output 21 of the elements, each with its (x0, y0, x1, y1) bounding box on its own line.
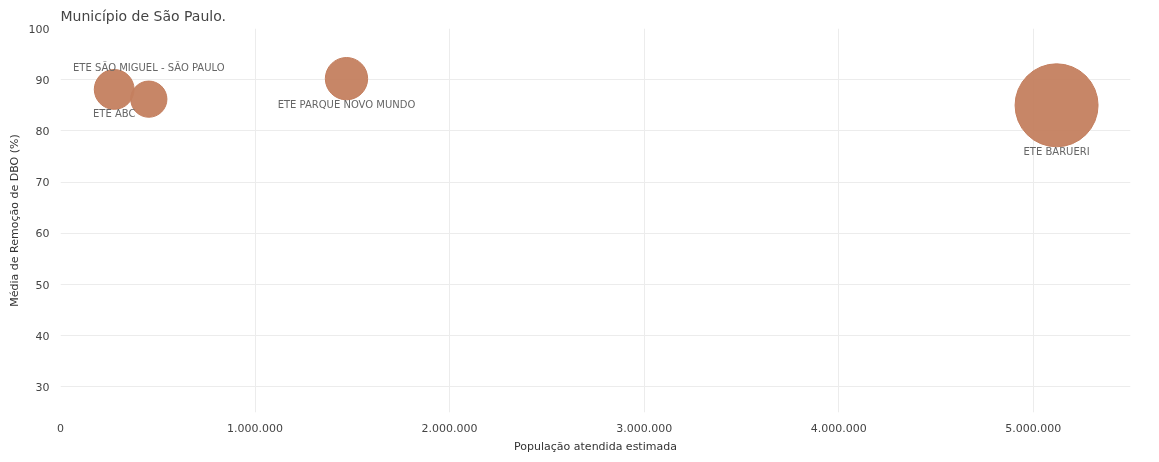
y-tick-label: 80 (35, 124, 50, 138)
series-label: ETE PARQUE NOVO MUNDO (277, 98, 416, 110)
y-tick-label: 50 (35, 278, 50, 292)
y-tick-label: 90 (35, 73, 50, 87)
x-tick-label: 5.000.000 (1005, 421, 1062, 435)
x-tick-label: 3.000.000 (616, 421, 673, 435)
series-label: ETE BARUERI (1023, 145, 1090, 157)
x-tick-label: 2.000.000 (421, 421, 478, 435)
series-label: ETE SÃO MIGUEL - SÃO PAULO (73, 61, 225, 74)
x-tick-label: 4.000.000 (810, 421, 867, 435)
chart-title: Município de São Paulo. (60, 7, 226, 24)
series-label: ETE ABC (92, 108, 136, 120)
y-tick-label: 30 (35, 380, 50, 394)
x-axis-title: População atendida estimada (514, 439, 677, 453)
x-tick-label: 1.000.000 (227, 421, 284, 435)
y-tick-label: 100 (28, 22, 50, 36)
y-tick-label: 60 (35, 227, 50, 241)
y-tick-label: 40 (35, 329, 50, 343)
y-axis-title: Média de Remoção de DBO (%) (7, 134, 21, 307)
x-tick-label: 0 (57, 421, 64, 435)
y-tick-label: 70 (35, 176, 50, 190)
